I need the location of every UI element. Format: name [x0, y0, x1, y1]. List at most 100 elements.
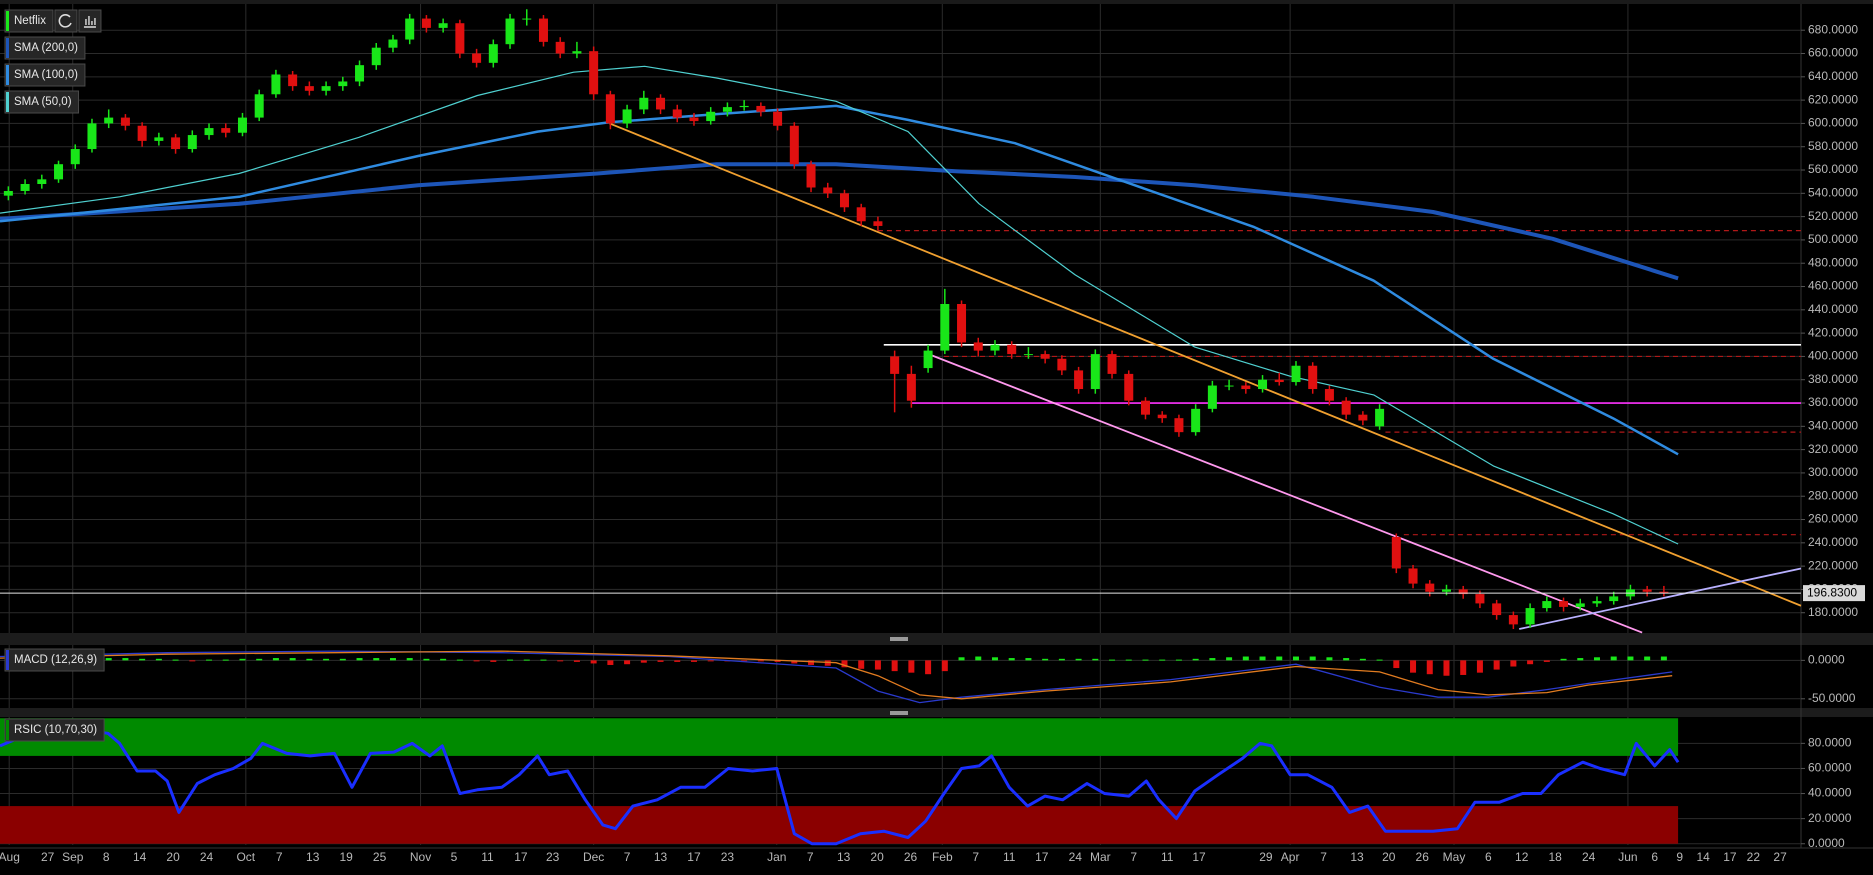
candle-body	[1090, 354, 1100, 390]
refresh-button[interactable]	[54, 9, 78, 33]
candle-body	[572, 51, 582, 54]
divider-handle[interactable]	[890, 711, 908, 715]
candle-body	[806, 164, 816, 188]
y-tick-label: -50.0000	[1808, 691, 1856, 705]
sma-line	[0, 162, 1679, 281]
candle-body	[1508, 615, 1518, 625]
macd-bar	[155, 658, 162, 661]
candle-body	[1007, 344, 1017, 355]
macd-bar	[1192, 658, 1199, 661]
candle-body	[1274, 379, 1284, 383]
x-tick-label: Jan	[767, 850, 786, 864]
label-box	[4, 9, 54, 33]
candle-body	[371, 47, 381, 66]
candle-body	[823, 187, 833, 194]
x-tick-label: 24	[1582, 850, 1596, 864]
chart-icon	[83, 16, 96, 28]
macd-bar	[1309, 656, 1316, 661]
macd-bar	[1443, 660, 1450, 676]
macd-bar	[757, 660, 764, 662]
candle-body	[1074, 370, 1084, 390]
y-tick-label: 80.0000	[1808, 736, 1852, 750]
candle-body	[355, 65, 365, 82]
candle-body	[1525, 608, 1535, 625]
y-tick-label: 580.0000	[1808, 139, 1858, 153]
x-tick-label: 20	[870, 850, 884, 864]
candle-body	[1341, 400, 1351, 415]
x-tick-label: Apr	[1281, 850, 1300, 864]
y-tick-label: 380.0000	[1808, 372, 1858, 386]
macd-bar	[573, 660, 580, 662]
x-tick-label: 17	[687, 850, 701, 864]
x-tick-label: 19	[339, 850, 353, 864]
macd-bar	[1175, 659, 1182, 661]
candle-body	[288, 74, 298, 87]
candle-body	[1492, 603, 1502, 616]
macd-bar	[1510, 660, 1517, 667]
candle-body	[605, 94, 615, 124]
y-tick-label: 320.0000	[1808, 442, 1858, 456]
macd-bar	[908, 660, 915, 673]
macd-bar	[1476, 660, 1483, 673]
macd-bar	[206, 659, 213, 661]
candle-body	[1375, 408, 1385, 427]
candle-body	[1458, 589, 1468, 595]
candle-body	[1040, 354, 1050, 359]
x-tick-label: 20	[166, 850, 180, 864]
macd-bar	[272, 658, 279, 661]
rsi-line	[0, 726, 1680, 846]
macd-bar	[1660, 656, 1667, 661]
macd-bar	[1627, 656, 1634, 661]
candle-body	[237, 117, 247, 133]
candle-body	[1609, 596, 1619, 602]
macd-bar	[139, 658, 146, 661]
macd-bar	[1276, 656, 1283, 661]
candle-body	[70, 149, 80, 165]
macd-bar	[841, 660, 848, 668]
divider-handle[interactable]	[890, 637, 908, 641]
x-tick-label: 27	[41, 850, 55, 864]
x-tick-label: 7	[1130, 850, 1137, 864]
candle-body	[923, 350, 933, 369]
candle-body	[1592, 601, 1602, 604]
plot-layer: 180.0000200.0000220.0000240.0000260.0000…	[0, 4, 1865, 864]
macd-bar	[507, 659, 514, 661]
macd-bar	[1527, 660, 1534, 665]
macd-bar	[1142, 659, 1149, 661]
y-tick-label: 280.0000	[1808, 488, 1858, 502]
macd-bar	[1042, 658, 1049, 661]
macd-bar	[1242, 656, 1249, 661]
macd-bar	[941, 660, 948, 672]
candle-body	[1659, 591, 1669, 593]
chart-button[interactable]	[78, 9, 102, 33]
x-tick-label: 11	[481, 850, 494, 864]
y-tick-label: 40.0000	[1808, 786, 1852, 800]
candle-body	[873, 221, 883, 226]
candle-body	[1391, 537, 1401, 569]
macd-bar	[440, 658, 447, 661]
macd-bar	[339, 658, 346, 661]
macd-bar	[791, 660, 798, 664]
trend-line	[1519, 567, 1802, 630]
y-tick-label: 220.0000	[1808, 558, 1858, 572]
x-tick-label: 24	[200, 850, 214, 864]
candle-body	[1191, 408, 1201, 433]
x-tick-label: 22	[1747, 850, 1761, 864]
candle-body	[1124, 373, 1134, 401]
macd-bar	[239, 658, 246, 661]
trend-line	[609, 122, 1802, 607]
macd-bar	[808, 660, 815, 665]
rsi-zone	[0, 806, 1679, 844]
macd-bar	[1460, 660, 1467, 675]
x-tick-label: 13	[306, 850, 320, 864]
macd-bar	[557, 660, 564, 662]
label-stripe	[6, 65, 9, 85]
macd-bar	[741, 660, 748, 662]
macd-bar	[1125, 659, 1132, 661]
y-tick-label: 360.0000	[1808, 395, 1858, 409]
sma-line	[0, 104, 1679, 456]
macd-bar	[189, 660, 196, 662]
macd-bar	[1543, 660, 1550, 662]
candle-body	[137, 125, 147, 141]
